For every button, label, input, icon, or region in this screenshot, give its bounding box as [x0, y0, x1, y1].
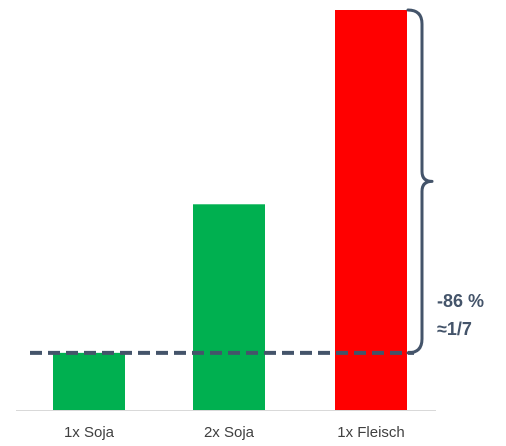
- x-tick-label: 1x Fleisch: [337, 424, 405, 441]
- annotation-percent-label: -86 %: [437, 291, 484, 311]
- bar-1x-soja: [53, 352, 125, 410]
- annotation-fraction-label: ≈1/7: [437, 319, 472, 339]
- x-tick-label: 1x Soja: [64, 424, 115, 441]
- x-tick-labels: 1x Soja 2x Soja 1x Fleisch: [64, 424, 405, 441]
- span-brace: [406, 8, 434, 355]
- x-tick-label: 2x Soja: [204, 424, 255, 441]
- bar-1x-fleisch: [335, 10, 407, 410]
- bar-2x-soja: [193, 204, 265, 410]
- bars-group: [53, 10, 407, 410]
